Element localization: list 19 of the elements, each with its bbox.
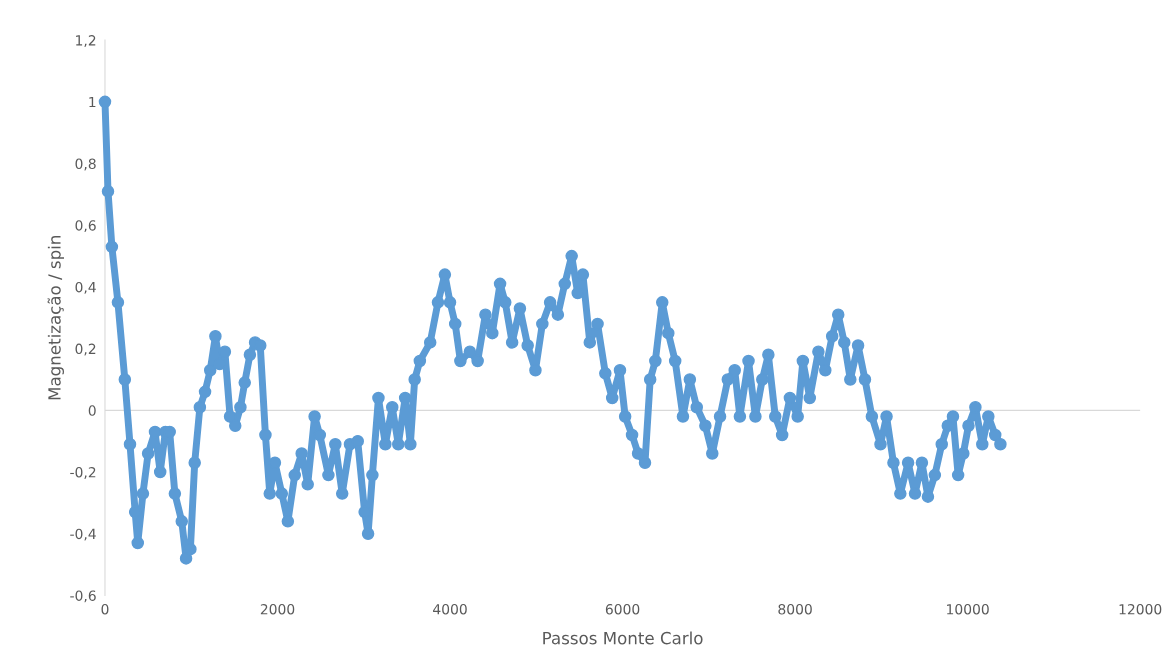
y-tick-label: 1: [89, 96, 96, 108]
x-tick-label: 0: [101, 603, 109, 615]
y-tick-label: -0,4: [70, 528, 96, 541]
x-tick-label: 10000: [947, 603, 989, 615]
x-tick-label: 4000: [433, 603, 467, 615]
x-axis-title: Passos Monte Carlo: [543, 631, 703, 645]
y-tick-label: -0,6: [70, 590, 96, 603]
y-tick-label: 0,6: [75, 220, 96, 233]
y-tick-label: 0,4: [75, 281, 96, 294]
x-tick-label: 2000: [260, 603, 295, 615]
y-tick-label: -0,2: [70, 466, 96, 479]
y-tick-label: 0,2: [75, 343, 96, 356]
y-tick-label: 0: [88, 405, 96, 416]
x-tick-label: 6000: [605, 603, 640, 615]
x-tick-label: 12000: [1119, 603, 1162, 615]
x-tick-label: 8000: [778, 603, 812, 615]
y-axis-title: Magnetização / spin: [47, 236, 64, 400]
y-tick-label: 0,8: [75, 158, 96, 171]
y-tick-label: 1,2: [76, 35, 96, 48]
